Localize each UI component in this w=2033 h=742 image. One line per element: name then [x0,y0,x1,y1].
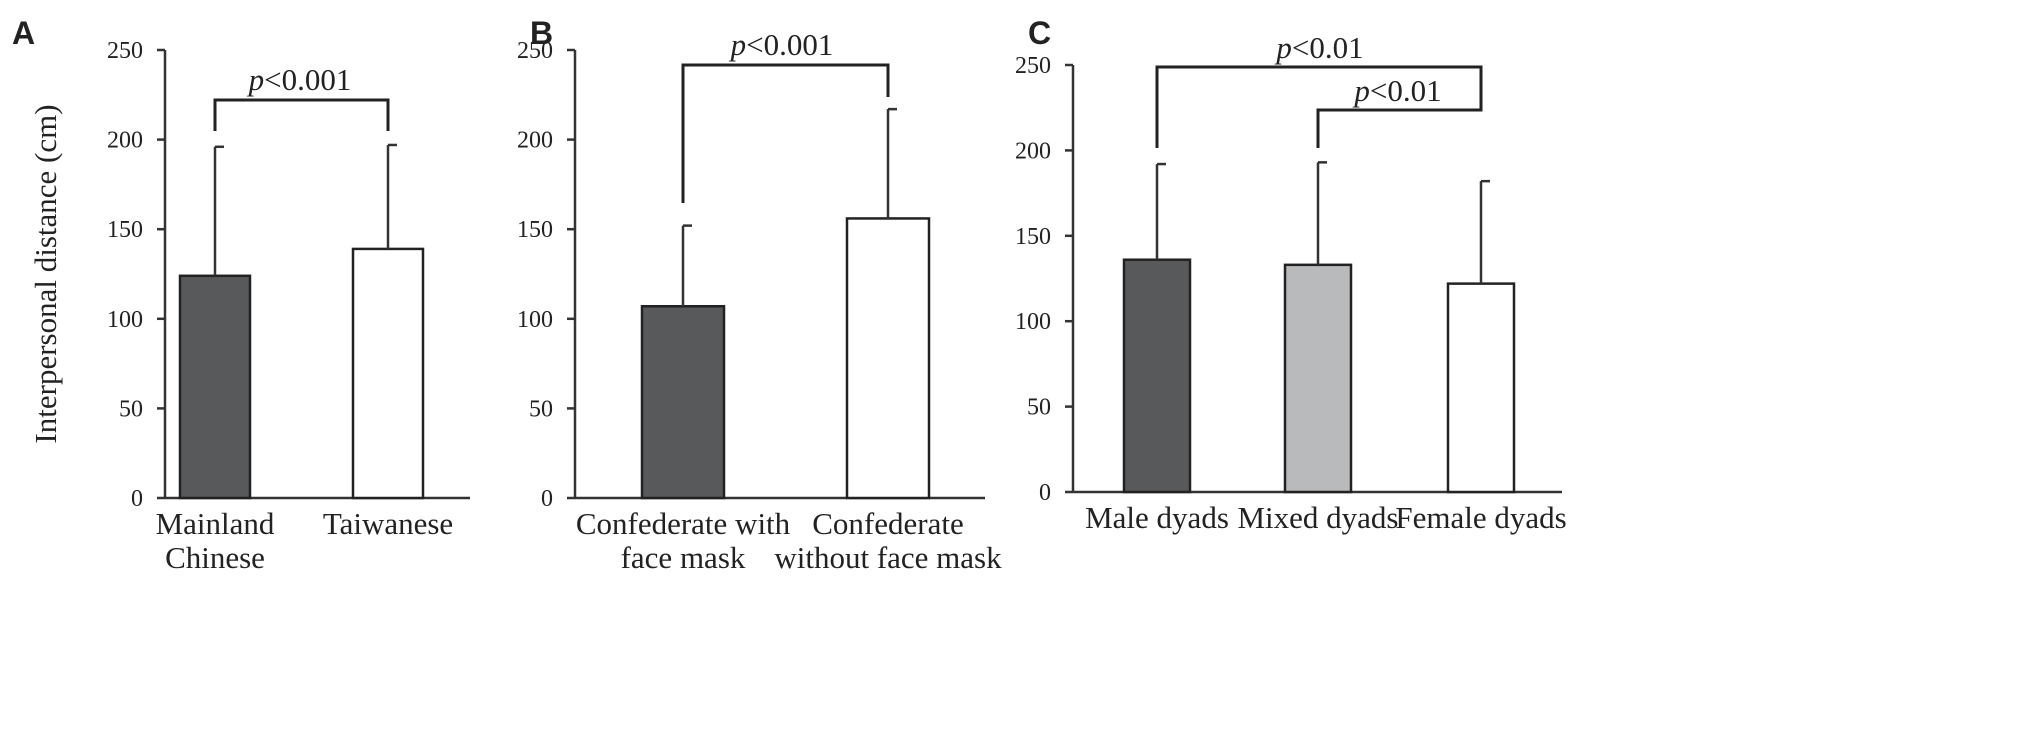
category-label: without face mask [774,540,1002,575]
y-tick-label: 50 [119,396,143,422]
bar [640,305,726,500]
category-label: Female dyads [1395,500,1566,535]
y-tick-label: 150 [517,217,553,243]
significance-label: p<0.001 [729,27,834,62]
panel-letter: C [1028,15,1051,51]
category-label: Mixed dyads [1237,500,1398,535]
y-tick-label: 250 [107,38,143,64]
bar [1446,282,1516,494]
category-label: Confederate [812,506,963,541]
y-tick-label: 50 [1027,395,1051,421]
significance-bracket [681,63,890,203]
panel-letter: A [12,15,35,51]
panel-letter: B [530,15,553,51]
significance-bracket [1155,65,1483,148]
y-tick-label: 100 [517,307,553,333]
significance-bracket [213,98,390,131]
significance-bracket [1316,98,1483,148]
y-tick-label: 0 [131,486,143,512]
y-tick-label: 250 [517,38,553,64]
bar [351,247,425,500]
panel-c: C 0 50 100 150 200 250 Male dyads Mixed dyadsFem… [1015,15,1567,535]
y-axis-label: Interpersonal distance (cm) [28,104,63,443]
bar [1122,258,1192,494]
y-tick-label: 100 [107,307,143,333]
bar [1283,263,1353,494]
panel-a: A 0 50 100 150 200 250 Interpersonal distance (… [12,15,470,575]
significance-label: p<0.01 [1274,30,1363,65]
category-label: Chinese [165,540,265,575]
y-tick-label: 200 [517,128,553,154]
bar [845,217,931,500]
y-tick-label: 200 [107,128,143,154]
category-label: Male dyads [1085,500,1229,535]
y-tick-label: 200 [1015,138,1051,164]
y-tick-label: 0 [541,486,553,512]
category-label: face mask [621,540,746,575]
category-label: Mainland [156,506,275,541]
y-tick-label: 150 [1015,224,1051,250]
significance-label: p<0.01 [1352,73,1441,108]
y-tick-label: 250 [1015,53,1051,79]
y-tick-label: 150 [107,217,143,243]
category-label: Confederate with [576,506,791,541]
y-tick-label: 100 [1015,309,1051,335]
bar [178,274,252,500]
category-label: Taiwanese [323,506,453,541]
y-tick-label: 0 [1039,480,1051,506]
significance-label: p<0.001 [247,62,352,97]
y-tick-label: 50 [529,396,553,422]
